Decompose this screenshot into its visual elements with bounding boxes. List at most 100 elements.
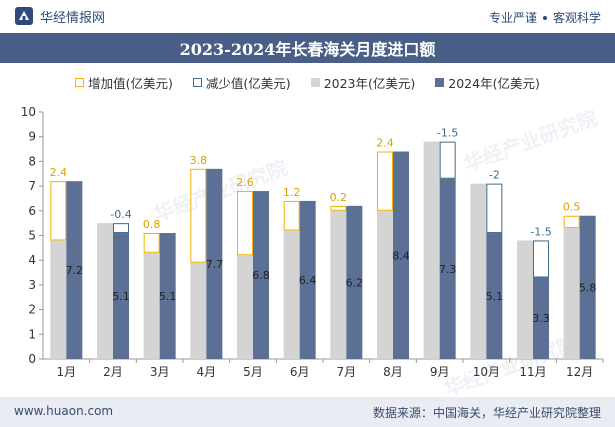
bar-2024 bbox=[533, 277, 549, 359]
value-label-2024: 7.7 bbox=[206, 258, 224, 271]
x-tick-label: 6月 bbox=[290, 365, 310, 379]
y-tick-label: 4 bbox=[28, 253, 36, 267]
increase-box bbox=[237, 191, 253, 256]
bar-2024 bbox=[66, 181, 83, 359]
change-label: -0.4 bbox=[110, 208, 131, 221]
increase-box bbox=[283, 200, 300, 231]
legend-label-decrease: 减少值(亿美元) bbox=[205, 76, 291, 91]
y-tick-label: 9 bbox=[28, 130, 36, 144]
change-label: 0.8 bbox=[143, 218, 161, 231]
value-label-2024: 6.8 bbox=[252, 269, 270, 282]
bar-2023 bbox=[517, 240, 533, 359]
increase-box bbox=[50, 181, 67, 241]
x-tick-label: 2月 bbox=[103, 365, 123, 379]
legend-item-2024: 2024年(亿美元) bbox=[435, 73, 540, 92]
y-tick-label: 10 bbox=[21, 105, 36, 119]
legend-label-2023: 2023年(亿美元) bbox=[323, 76, 416, 91]
bar-2024 bbox=[579, 215, 596, 359]
slogan: 专业严谨 客观科学 bbox=[489, 9, 601, 26]
bar-2024 bbox=[206, 168, 223, 359]
x-tick-label: 1月 bbox=[57, 365, 77, 379]
y-tick-label: 3 bbox=[28, 278, 36, 292]
bar-2024 bbox=[113, 233, 129, 359]
legend-label-increase: 增加值(亿美元) bbox=[88, 76, 173, 91]
bar-2024 bbox=[486, 233, 503, 359]
bar-2023 bbox=[97, 223, 113, 359]
x-tick-label: 12月 bbox=[566, 365, 593, 379]
y-tick-label: 7 bbox=[28, 179, 36, 193]
legend-item-increase: 增加值(亿美元) bbox=[75, 73, 173, 92]
bar-2024 bbox=[299, 200, 316, 359]
y-tick-label: 8 bbox=[28, 154, 36, 168]
footer-website: www.huaon.com bbox=[14, 404, 114, 418]
change-label: 0.5 bbox=[563, 201, 581, 214]
bar-2024 bbox=[393, 151, 409, 359]
title-bar: 2023-2024年长春海关月度进口额 bbox=[0, 33, 615, 63]
value-label-2024: 7.3 bbox=[439, 263, 457, 276]
decrease-box bbox=[486, 183, 503, 234]
change-label: -2 bbox=[489, 169, 500, 182]
x-tick-label: 9月 bbox=[430, 365, 450, 379]
decrease-box bbox=[533, 240, 549, 278]
value-label-2024: 5.1 bbox=[112, 290, 130, 303]
change-label: 3.8 bbox=[190, 154, 208, 167]
x-tick-label: 11月 bbox=[519, 365, 546, 379]
bar-chart: 0 1 2 3 4 5 6 7 8 9 10 2.4 7.2 1月 -0.4 5.1 2月 0.8 5.1 3月 3.8… bbox=[21, 105, 604, 379]
bar-2023 bbox=[423, 141, 440, 359]
legend-item-2023: 2023年(亿美元) bbox=[310, 73, 416, 92]
increase-box bbox=[190, 168, 207, 263]
value-label-2024: 5.1 bbox=[486, 290, 504, 303]
x-tick-label: 4月 bbox=[197, 365, 217, 379]
bar-2023 bbox=[190, 262, 207, 359]
slogan-right: 客观科学 bbox=[552, 11, 601, 25]
bar-2023 bbox=[50, 240, 67, 359]
slogan-left: 专业严谨 bbox=[488, 11, 537, 25]
change-label: 1.2 bbox=[283, 186, 301, 199]
bar-2023 bbox=[377, 210, 393, 359]
decrease-box bbox=[113, 223, 129, 234]
brand: 华经情报网 bbox=[14, 6, 105, 26]
change-label: -1.5 bbox=[530, 225, 551, 238]
x-tick-label: 5月 bbox=[243, 365, 263, 379]
bar-2024 bbox=[346, 205, 363, 359]
y-tick-label: 5 bbox=[28, 229, 36, 243]
y-tick-label: 2 bbox=[28, 303, 36, 317]
x-tick-label: 3月 bbox=[150, 365, 170, 379]
value-label-2024: 6.4 bbox=[299, 274, 317, 287]
chart-legend: 增加值(亿美元) 减少值(亿美元) 2023年(亿美元) 2024年(亿美元) bbox=[0, 73, 615, 92]
bar-2024 bbox=[439, 178, 456, 359]
increase-box bbox=[377, 151, 393, 211]
brand-name: 华经情报网 bbox=[40, 10, 106, 26]
footer: www.huaon.com 数据来源：中国海关，华经产业研究院整理 bbox=[0, 397, 615, 427]
separator-dot-icon bbox=[542, 15, 547, 20]
bar-2023 bbox=[143, 252, 160, 359]
increase-box bbox=[143, 233, 160, 253]
change-label: 2.6 bbox=[236, 176, 254, 189]
increase-box bbox=[563, 215, 580, 229]
x-tick-label: 7月 bbox=[337, 365, 357, 379]
bar-2023 bbox=[237, 255, 253, 359]
chart-title: 2023-2024年长春海关月度进口额 bbox=[179, 40, 436, 59]
decrease-box bbox=[439, 141, 456, 179]
value-label-2024: 6.2 bbox=[346, 276, 364, 289]
legend-item-decrease: 减少值(亿美元) bbox=[192, 73, 291, 92]
y-tick-label: 1 bbox=[28, 327, 36, 341]
x-tick-label: 8月 bbox=[383, 365, 403, 379]
value-label-2024: 3.3 bbox=[532, 312, 550, 325]
value-label-2024: 5.8 bbox=[579, 281, 597, 294]
change-label: 0.2 bbox=[330, 191, 348, 204]
change-label: 2.4 bbox=[376, 137, 394, 150]
legend-swatch-2024 bbox=[435, 78, 445, 87]
bar-2023 bbox=[283, 230, 300, 359]
footer-source: 数据来源：中国海关，华经产业研究院整理 bbox=[372, 406, 601, 420]
legend-swatch-decrease bbox=[192, 78, 202, 87]
huajing-logo-icon bbox=[15, 7, 33, 25]
y-tick-label: 6 bbox=[28, 204, 36, 218]
bar-2024 bbox=[159, 233, 176, 359]
bar-2023 bbox=[330, 210, 347, 359]
change-label: 2.4 bbox=[50, 166, 68, 179]
bar-2023 bbox=[470, 183, 487, 359]
bar-2023 bbox=[563, 228, 580, 359]
bar-2024 bbox=[253, 191, 269, 359]
y-tick-label: 0 bbox=[28, 352, 36, 366]
